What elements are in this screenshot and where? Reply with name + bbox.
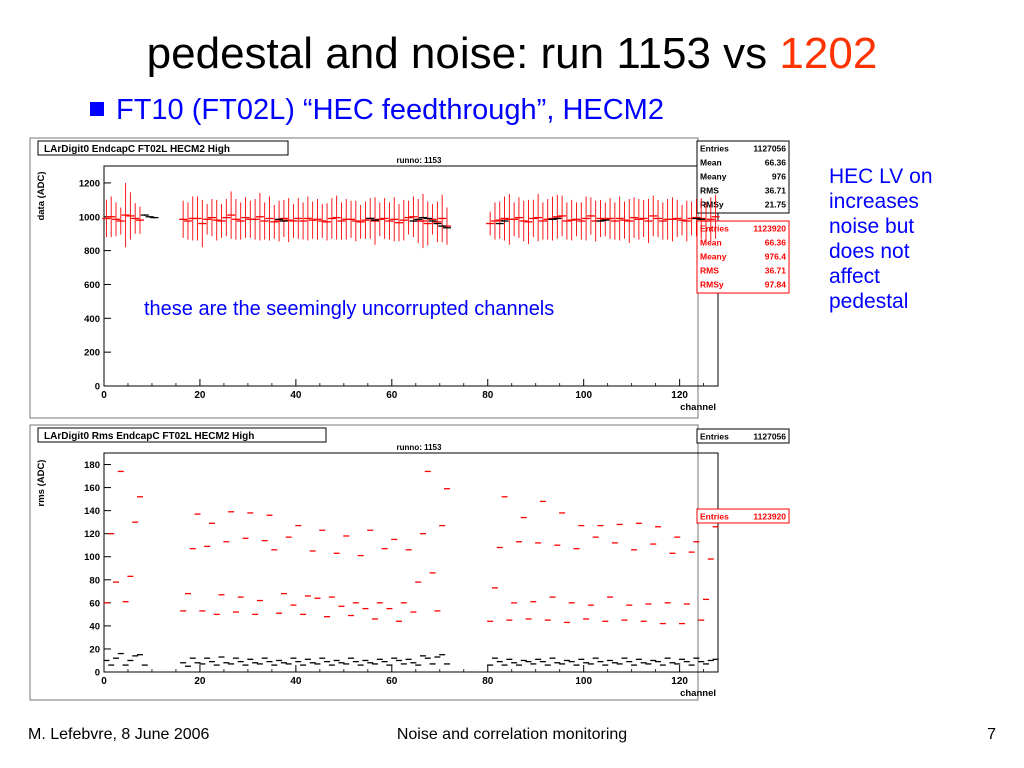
side-note-line: HEC LV on: [829, 165, 933, 188]
stats-value: 21.75: [765, 200, 787, 210]
y-axis-label: rms (ADC): [36, 460, 47, 507]
chart-title-box: [37, 427, 327, 443]
overlay-note: these are the seemingly uncorrupted chan…: [144, 298, 555, 320]
x-tick-label: 100: [575, 676, 592, 687]
side-note-line: noise but: [829, 215, 915, 238]
x-tick-label: 0: [101, 676, 107, 687]
y-tick-label: 0: [95, 668, 100, 679]
stats-value: 66.36: [765, 238, 787, 248]
side-note: HEC LV on increases noise but does not a…: [829, 164, 999, 314]
bullet-text: FT10 (FT02L) “HEC feedthrough”, HECM2: [116, 94, 664, 126]
stats-label: RMSy: [700, 200, 724, 210]
x-tick-label: 120: [671, 390, 688, 401]
y-tick-label: 1200: [79, 178, 100, 189]
y-tick-label: 80: [89, 575, 100, 586]
x-tick-label: 80: [482, 390, 494, 401]
stats-box: [696, 428, 790, 444]
x-tick-label: 40: [290, 390, 302, 401]
y-tick-label: 140: [84, 506, 100, 517]
stats-value: 1123920: [753, 224, 786, 234]
stats-value: 97.84: [765, 280, 787, 290]
footer-title: Noise and correlation monitoring: [396, 726, 628, 743]
x-tick-label: 60: [386, 390, 398, 401]
stats-label: Meany: [700, 172, 727, 182]
slide-title: pedestal and noise: run 1153 vs 1202: [0, 22, 1024, 86]
side-note-line: affect: [829, 265, 880, 288]
stats-label: RMS: [700, 266, 719, 276]
x-tick-label: 20: [194, 390, 206, 401]
x-tick-label: 120: [671, 676, 688, 687]
y-tick-label: 180: [84, 460, 100, 471]
x-axis-label: channel: [680, 402, 716, 413]
x-tick-label: 0: [101, 390, 107, 401]
bullet-point: FT10 (FT02L) “HEC feedthrough”, HECM2: [90, 90, 664, 130]
stats-label: RMS: [700, 186, 719, 196]
y-tick-label: 20: [89, 644, 100, 655]
slide-title-main: pedestal and noise: run 1153 vs: [146, 29, 780, 78]
stats-value: 66.36: [765, 158, 787, 168]
chart-subtitle: runno: 1153: [397, 156, 442, 165]
stats-label: Mean: [700, 158, 722, 168]
y-tick-label: 160: [84, 483, 100, 494]
x-tick-label: 100: [575, 390, 592, 401]
chart-frame: [29, 137, 699, 419]
stats-label: Entries: [700, 224, 729, 234]
stats-label: RMSy: [700, 280, 724, 290]
y-tick-label: 100: [84, 552, 100, 563]
y-tick-label: 0: [95, 382, 100, 393]
x-tick-label: 20: [194, 676, 206, 687]
footer-author: M. Lefebvre, 8 June 2006: [28, 726, 210, 743]
y-tick-label: 200: [84, 348, 100, 359]
y-tick-label: 1000: [79, 212, 100, 223]
stats-label: Meany: [700, 252, 727, 262]
stats-value: 1127056: [753, 432, 786, 442]
stats-value: 36.71: [765, 186, 787, 196]
side-note-line: pedestal: [829, 290, 909, 313]
y-tick-label: 800: [84, 246, 100, 257]
stats-box: [696, 508, 790, 524]
y-axis-label: data (ADC): [36, 171, 47, 220]
stats-label: Entries: [700, 432, 729, 442]
stats-label: Mean: [700, 238, 722, 248]
stats-value: 36.71: [765, 266, 787, 276]
y-tick-label: 40: [89, 621, 100, 632]
stats-label: Entries: [700, 144, 729, 154]
stats-label: Entries: [700, 512, 729, 522]
y-tick-label: 400: [84, 314, 100, 325]
x-tick-label: 60: [386, 676, 398, 687]
stats-value: 1127056: [753, 144, 786, 154]
y-tick-label: 120: [84, 529, 100, 540]
stats-box: [696, 220, 790, 294]
chart-title: LArDigit0 Rms EndcapC FT02L HECM2 High: [44, 431, 254, 442]
stats-box: [696, 140, 790, 214]
plot-area: [103, 452, 719, 673]
side-note-line: does not: [829, 240, 910, 263]
chart-title-box: [37, 140, 289, 156]
chart-subtitle: runno: 1153: [397, 443, 442, 452]
side-note-line: increases: [829, 190, 919, 213]
y-tick-label: 600: [84, 280, 100, 291]
bullet-square-icon: [90, 102, 104, 116]
footer-page-number: 7: [987, 726, 996, 743]
y-tick-label: 60: [89, 598, 100, 609]
x-tick-label: 80: [482, 676, 494, 687]
slide-title-accent: 1202: [779, 29, 878, 78]
x-tick-label: 40: [290, 676, 302, 687]
stats-value: 1123920: [753, 512, 786, 522]
chart-title: LArDigit0 EndcapC FT02L HECM2 High: [44, 144, 230, 155]
stats-value: 976: [772, 172, 786, 182]
x-axis-label: channel: [680, 688, 716, 699]
stats-value: 976.4: [765, 252, 787, 262]
